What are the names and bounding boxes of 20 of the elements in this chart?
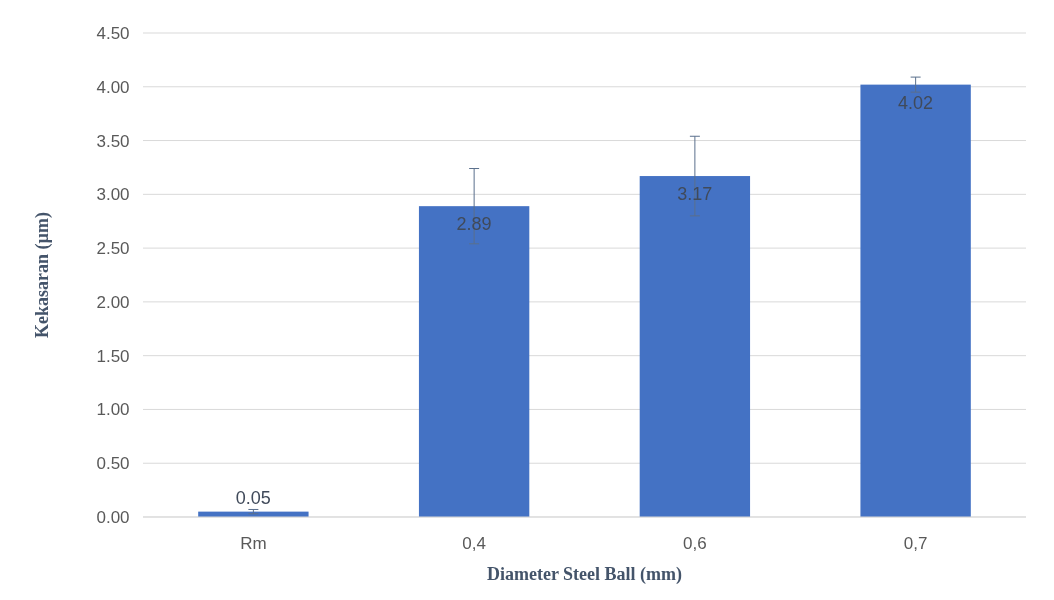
- data-label: 4.02: [898, 92, 934, 113]
- y-tick-label: 0.00: [96, 508, 130, 527]
- data-label: 2.89: [456, 214, 492, 235]
- x-axis-title: Diameter Steel Ball (mm): [486, 564, 683, 585]
- y-tick-label: 4.50: [96, 24, 130, 43]
- x-tick-label: Rm: [240, 534, 267, 553]
- x-tick-label: 0,6: [683, 534, 707, 553]
- y-tick-label: 4.00: [96, 77, 130, 97]
- y-tick-label: 3.00: [96, 185, 130, 205]
- y-axis-title: Kekasaran (µm): [32, 212, 53, 338]
- y-tick-label: 3.50: [96, 131, 130, 151]
- y-tick-label: 2.50: [96, 239, 130, 259]
- y-tick-label: 1.50: [96, 346, 130, 366]
- data-label: 3.17: [677, 184, 713, 205]
- y-tick-label: 2.00: [96, 292, 130, 312]
- y-tick-label: 0.50: [96, 454, 130, 474]
- x-tick-label: 0,7: [903, 534, 928, 553]
- data-label: 0.05: [235, 487, 271, 508]
- y-tick-label: 1.00: [96, 400, 130, 420]
- x-tick-label: 0,4: [462, 534, 486, 553]
